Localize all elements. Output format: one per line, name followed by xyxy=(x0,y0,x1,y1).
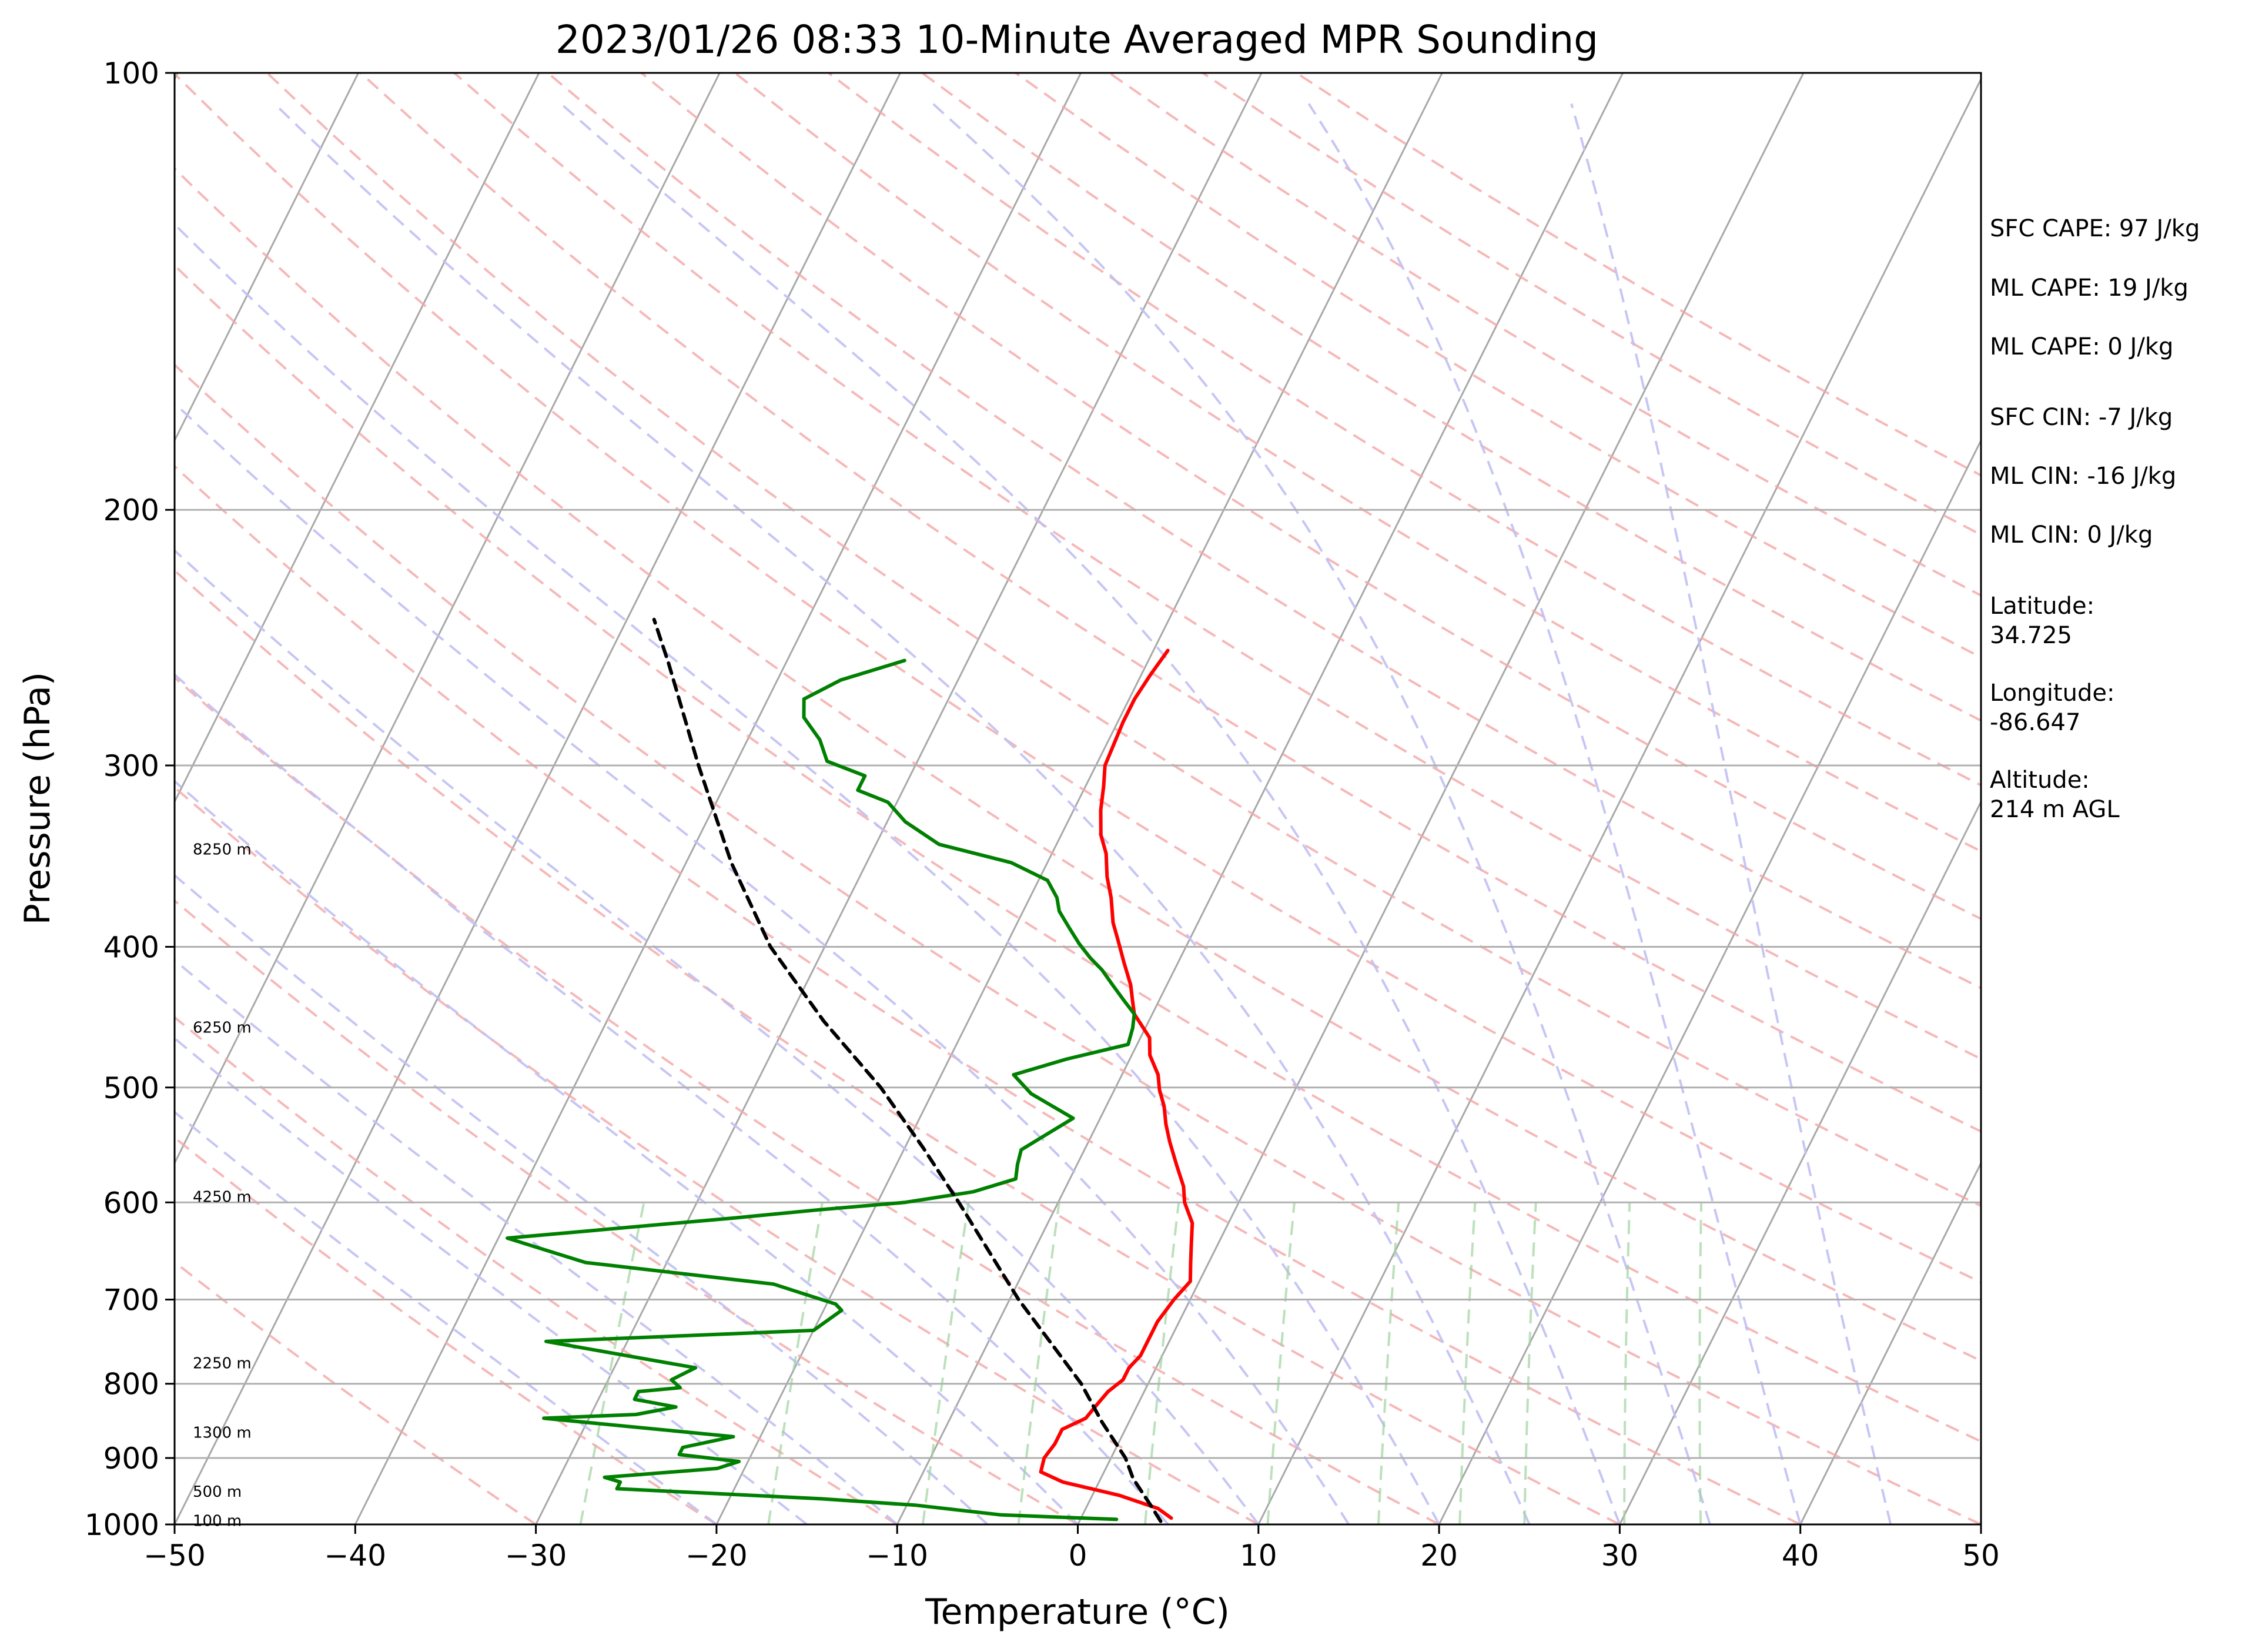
isotherm-line xyxy=(354,73,1082,1524)
y-tick-label: 900 xyxy=(103,1442,159,1476)
dry-adiabat-line xyxy=(1015,73,1981,659)
x-tick-label: 10 xyxy=(1240,1539,1277,1573)
y-tick-label: 700 xyxy=(103,1283,159,1317)
dry-adiabat-line xyxy=(547,73,1981,989)
stats-panel: SFC CAPE: 97 J/kg ML CAPE: 19 J/kg ML CAPE… xyxy=(1990,215,2200,823)
dry-adiabat-line xyxy=(640,73,1981,921)
series-group xyxy=(506,617,1194,1523)
isotherm-line xyxy=(175,73,540,804)
y-tick-label: 500 xyxy=(103,1071,159,1105)
stat-annotation: ML CAPE: 19 J/kg xyxy=(1990,275,2189,302)
y-tick-label: 600 xyxy=(103,1186,159,1220)
x-tick-label: −20 xyxy=(685,1539,748,1573)
height-label: 1300 m xyxy=(193,1424,252,1442)
dewpoint-profile-line xyxy=(506,658,1136,1521)
moist-adiabat-line xyxy=(560,102,1621,1524)
isotherm-line xyxy=(175,73,721,1165)
isotherm-line xyxy=(1438,438,1981,1524)
height-label: 100 m xyxy=(193,1513,242,1530)
x-tick-label: −30 xyxy=(505,1539,567,1573)
moist-adiabat-line xyxy=(175,958,898,1524)
stat-annotation: ML CIN: 0 J/kg xyxy=(1990,521,2153,549)
x-axis-label: Temperature (°C) xyxy=(925,1591,1230,1633)
pressure-grid xyxy=(175,509,1981,1459)
y-tick-label: 200 xyxy=(103,493,159,527)
moist-adiabat-line xyxy=(175,549,1260,1524)
stat-annotation: 214 m AGL xyxy=(1990,796,2120,823)
background-lines xyxy=(175,73,1981,1524)
dry-adiabat-line xyxy=(175,675,1440,1524)
x-tick-label: 0 xyxy=(1069,1539,1087,1573)
dry-adiabat-line xyxy=(175,263,1981,1443)
moist-adiabat-line xyxy=(175,1036,808,1524)
isotherm-line xyxy=(1257,77,1981,1524)
y-tick-label: 1000 xyxy=(85,1508,159,1542)
parcel-profile-line xyxy=(652,617,1163,1523)
temperature-profile-line xyxy=(1039,648,1194,1520)
dry-adiabat-line xyxy=(175,1260,537,1524)
x-tick-label: −10 xyxy=(866,1539,928,1573)
moist-adiabat-line xyxy=(175,780,1079,1524)
chart-title: 2023/01/26 08:33 10-Minute Averaged MPR … xyxy=(556,17,1598,62)
dry-adiabat-line xyxy=(175,166,1981,1362)
dry-adiabat-line xyxy=(175,899,1079,1524)
moist-adiabat-line xyxy=(1570,103,1892,1524)
dry-adiabat-line xyxy=(360,73,1981,1133)
dry-adiabat-line xyxy=(266,73,1981,1208)
x-axis: −50 −40 −30 −20 −10 0 10 20 30 40 50 xyxy=(143,1524,2000,1573)
height-label: 4250 m xyxy=(193,1188,252,1206)
isotherm-line xyxy=(1619,800,1981,1524)
moist-adiabat-line xyxy=(175,402,1350,1524)
y-tick-label: 400 xyxy=(103,930,159,964)
y-tick-label: 800 xyxy=(103,1367,159,1402)
dry-adiabat-line xyxy=(175,73,1981,1284)
isotherm-line xyxy=(715,73,1443,1524)
x-tick-label: −40 xyxy=(324,1539,387,1573)
stat-annotation: Altitude: xyxy=(1990,767,2090,794)
dry-adiabat-line xyxy=(828,73,1981,787)
stat-annotation: ML CAPE: 0 J/kg xyxy=(1990,333,2173,360)
dry-adiabat-line xyxy=(175,1136,717,1524)
dry-adiabat-line xyxy=(175,568,1621,1524)
y-tick-label: 300 xyxy=(103,749,159,783)
height-label: 2250 m xyxy=(193,1355,252,1373)
x-tick-label: 50 xyxy=(1962,1539,2000,1573)
stat-annotation: 34.725 xyxy=(1990,622,2072,649)
isotherm-line xyxy=(1799,1161,1981,1524)
isotherm-line xyxy=(175,73,359,443)
x-tick-label: 20 xyxy=(1420,1539,1458,1573)
x-tick-label: 40 xyxy=(1782,1539,1819,1573)
height-label: 6250 m xyxy=(193,1019,252,1037)
isotherm-line xyxy=(896,73,1624,1524)
stat-annotation: Latitude: xyxy=(1990,593,2094,620)
isotherm-line xyxy=(175,73,901,1524)
moist-adiabat-line xyxy=(932,102,1711,1524)
dry-adiabat-line xyxy=(175,464,1801,1524)
height-label: 8250 m xyxy=(193,841,252,859)
stat-annotation: -86.647 xyxy=(1990,709,2080,736)
x-tick-label: 30 xyxy=(1601,1539,1639,1573)
dry-adiabat-line xyxy=(175,363,1981,1524)
moist-adiabat-line xyxy=(175,222,1440,1524)
height-labels: 100 m 500 m 1300 m 2250 m 4250 m 6250 m 8250 m xyxy=(193,841,252,1530)
moist-adiabat-line xyxy=(273,102,1531,1524)
x-tick-label: −50 xyxy=(143,1539,206,1573)
height-label: 500 m xyxy=(193,1483,242,1501)
y-axis: 1000 900 800 700 600 500 400 300 200 100 xyxy=(85,56,175,1542)
isotherm-line xyxy=(1077,73,1805,1524)
stat-annotation: Longitude: xyxy=(1990,680,2114,707)
y-axis-label: Pressure (hPa) xyxy=(17,672,58,925)
stat-annotation: SFC CAPE: 97 J/kg xyxy=(1990,215,2200,242)
stat-annotation: SFC CIN: -7 J/kg xyxy=(1990,404,2173,431)
y-tick-label: 100 xyxy=(103,56,159,91)
moist-adiabat-line xyxy=(1307,103,1802,1524)
stat-annotation: ML CIN: -16 J/kg xyxy=(1990,463,2176,490)
dry-adiabat-line xyxy=(175,1015,898,1524)
isotherm-line xyxy=(535,73,1263,1524)
